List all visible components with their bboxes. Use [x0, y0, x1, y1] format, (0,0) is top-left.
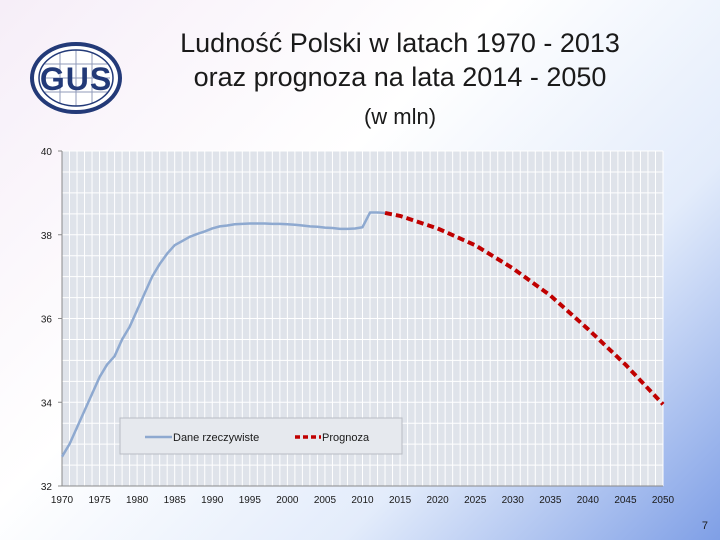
title-line-2: oraz prognoza na lata 2014 - 2050 [193, 62, 607, 92]
legend-label-forecast: Prognoza [322, 432, 370, 444]
x-tick-label: 2025 [464, 495, 487, 506]
y-tick-label: 34 [41, 398, 53, 409]
x-tick-label: 1985 [164, 495, 187, 506]
series-line-actual [60, 211, 386, 458]
x-tick-label: 2005 [314, 495, 337, 506]
x-tick-label: 2050 [652, 495, 675, 506]
x-tick-label: 2040 [577, 495, 600, 506]
slide-title: Ludność Polski w latach 1970 - 2013 oraz… [140, 26, 660, 94]
x-tick-label: 1980 [126, 495, 149, 506]
y-tick-label: 32 [41, 482, 53, 493]
x-tick-label: 2015 [389, 495, 412, 506]
title-line-1: Ludność Polski w latach 1970 - 2013 [180, 28, 620, 58]
slide-subtitle: (w mln) [363, 104, 437, 129]
y-tick-label: 40 [41, 147, 53, 158]
x-tick-label: 2035 [539, 495, 562, 506]
page-number: 7 [701, 520, 708, 532]
legend: Dane rzeczywiste Prognoza [119, 417, 403, 455]
x-tick-label: 2020 [427, 495, 450, 506]
logo-text: GUS [40, 61, 112, 97]
x-tick-label: 2000 [276, 495, 299, 506]
legend-label-actual: Dane rzeczywiste [173, 432, 259, 444]
y-tick-label: 36 [41, 315, 53, 326]
y-tick-label: 38 [41, 231, 53, 242]
x-tick-label: 1975 [88, 495, 111, 506]
x-tick-label: 2030 [502, 495, 525, 506]
x-tick-label: 2010 [351, 495, 374, 506]
x-tick-label: 2045 [614, 495, 637, 506]
series-line-forecast [384, 211, 665, 406]
x-tick-label: 1995 [239, 495, 262, 506]
gus-logo: GUS [30, 42, 122, 114]
x-tick-label: 1990 [201, 495, 224, 506]
x-tick-label: 1970 [51, 495, 74, 506]
